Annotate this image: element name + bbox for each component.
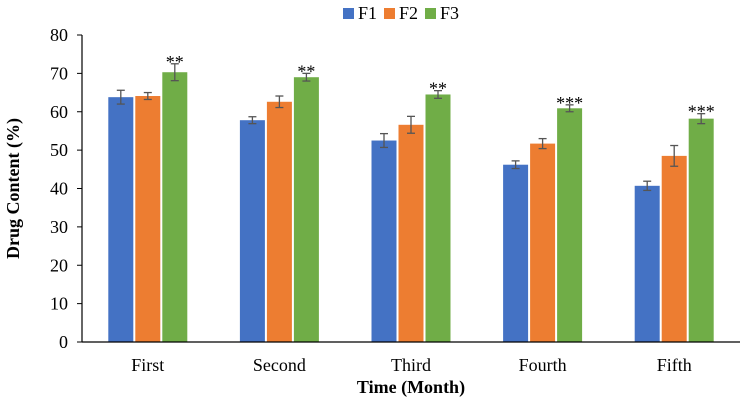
- x-axis-categories: First Second Third Fourth Fifth: [131, 355, 691, 375]
- y-tick-label: 70: [50, 63, 68, 83]
- legend-swatch-f2: [384, 8, 395, 19]
- y-tick-label: 0: [59, 332, 68, 352]
- y-tick-label: 20: [50, 255, 68, 275]
- y-tick-label: 10: [50, 294, 68, 314]
- y-tick-label: 40: [50, 179, 68, 199]
- significance-label: ***: [556, 93, 583, 113]
- bar-f1: [371, 140, 397, 342]
- bar-f1: [634, 185, 660, 342]
- bar-f3: [162, 72, 188, 342]
- y-tick-label: 60: [50, 102, 68, 122]
- x-tick-label: Second: [253, 355, 306, 375]
- significance-label: ***: [688, 102, 715, 122]
- y-axis-ticks: 0 10 20 30 40 50 60 70 80: [50, 25, 82, 352]
- x-tick-label: First: [131, 355, 164, 375]
- x-tick-label: Fifth: [657, 355, 692, 375]
- bar-f3: [688, 118, 714, 342]
- x-tick-label: Fourth: [519, 355, 567, 375]
- bar-f1: [239, 120, 265, 342]
- legend: F1 F2 F3: [343, 3, 459, 23]
- bar-f2: [266, 101, 292, 343]
- bar-f3: [293, 77, 319, 343]
- bar-f2: [398, 124, 424, 342]
- significance-label: **: [166, 52, 184, 72]
- significance-labels: ** ******* ***: [166, 52, 715, 122]
- significance-label: **: [429, 79, 447, 99]
- bar-f2: [661, 155, 687, 342]
- legend-label-f1: F1: [358, 3, 377, 23]
- bars: [108, 72, 714, 343]
- y-tick-label: 30: [50, 217, 68, 237]
- legend-label-f3: F3: [440, 3, 459, 23]
- y-tick-label: 50: [50, 140, 68, 160]
- bar-f1: [108, 97, 134, 342]
- x-axis-title: Time (Month): [357, 377, 465, 398]
- bar-f2: [135, 96, 161, 342]
- bar-f2: [530, 143, 556, 342]
- legend-label-f2: F2: [399, 3, 418, 23]
- significance-label: **: [297, 61, 315, 81]
- bar-f1: [503, 164, 529, 342]
- bar-f3: [557, 108, 583, 342]
- y-tick-label: 80: [50, 25, 68, 45]
- legend-swatch-f3: [425, 8, 436, 19]
- y-axis-title: Drug Content (%): [3, 118, 24, 259]
- bar-f3: [425, 94, 451, 342]
- legend-swatch-f1: [343, 8, 354, 19]
- x-tick-label: Third: [391, 355, 431, 375]
- error-bars: [116, 63, 706, 192]
